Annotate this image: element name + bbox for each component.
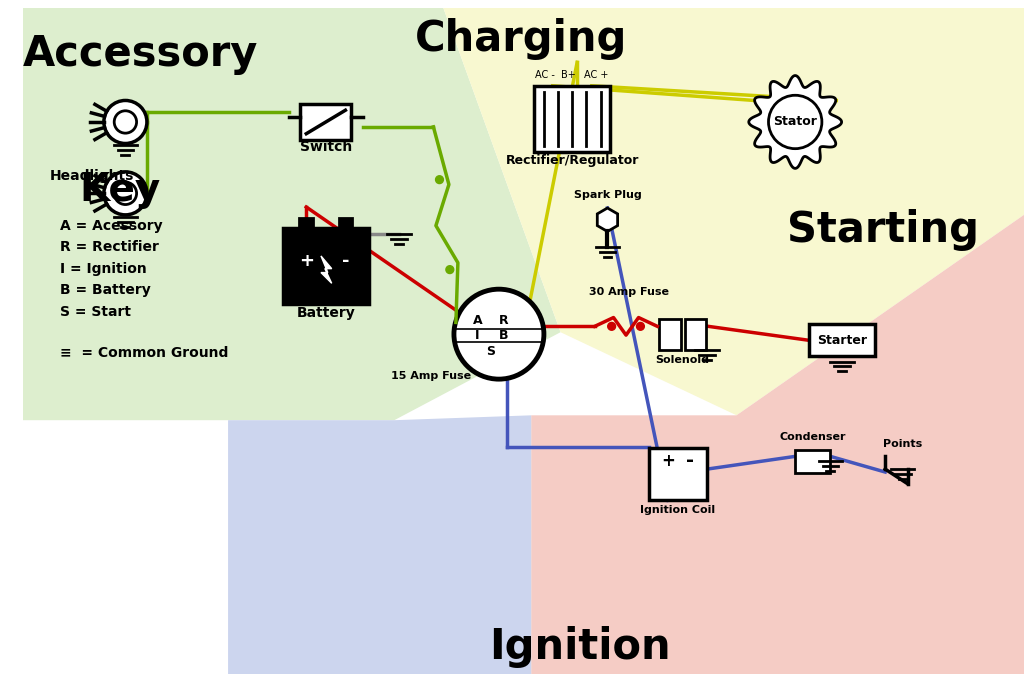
Text: Headlights: Headlights (50, 168, 134, 183)
Text: I: I (475, 329, 479, 342)
Circle shape (435, 176, 443, 183)
Text: AC -: AC - (536, 70, 555, 80)
Text: Rectifier/Regulator: Rectifier/Regulator (506, 154, 639, 167)
Polygon shape (23, 8, 560, 420)
Text: Points: Points (883, 439, 923, 449)
Text: R = Rectifier: R = Rectifier (59, 240, 159, 254)
Circle shape (607, 323, 615, 330)
Polygon shape (443, 8, 1024, 415)
Text: S: S (486, 345, 496, 358)
Text: Starter: Starter (817, 333, 867, 346)
Text: B: B (499, 329, 509, 342)
Circle shape (637, 323, 644, 330)
Text: -: - (342, 252, 349, 270)
Text: S = Start: S = Start (59, 305, 131, 318)
Polygon shape (228, 415, 531, 674)
Circle shape (454, 289, 544, 379)
Text: +: + (299, 252, 313, 270)
Text: Stator: Stator (773, 115, 817, 128)
Text: +: + (662, 452, 675, 470)
Circle shape (768, 95, 822, 149)
Bar (796, 449, 830, 473)
Circle shape (103, 100, 146, 143)
Bar (809, 325, 876, 356)
Text: -: - (686, 451, 693, 470)
Bar (659, 318, 681, 350)
Text: 15 Amp Fuse: 15 Amp Fuse (391, 371, 471, 381)
Text: Charging: Charging (415, 18, 628, 60)
Text: B = Battery: B = Battery (59, 283, 151, 297)
Text: A = Acessory: A = Acessory (59, 218, 163, 233)
Text: ≡  = Common Ground: ≡ = Common Ground (59, 346, 228, 359)
Text: I = Ignition: I = Ignition (59, 262, 146, 276)
Bar (535, 86, 610, 152)
Text: Key: Key (80, 171, 161, 209)
Text: 30 Amp Fuse: 30 Amp Fuse (589, 287, 669, 297)
Text: Ignition: Ignition (489, 626, 671, 668)
Text: R: R (499, 314, 509, 327)
Text: Accessory: Accessory (23, 33, 258, 74)
Text: Battery: Battery (297, 306, 355, 320)
Circle shape (115, 182, 136, 205)
Polygon shape (597, 208, 617, 231)
Polygon shape (749, 76, 842, 168)
Bar (648, 447, 708, 501)
Text: Spark Plug: Spark Plug (573, 190, 641, 201)
Bar (283, 228, 369, 304)
Text: Solenoid: Solenoid (655, 355, 710, 366)
Text: Condenser: Condenser (779, 432, 846, 442)
Bar (299, 218, 313, 228)
Bar (339, 218, 352, 228)
Circle shape (445, 266, 454, 273)
Circle shape (115, 110, 136, 133)
Text: Switch: Switch (300, 140, 352, 154)
Text: AC +: AC + (584, 70, 608, 80)
Polygon shape (531, 215, 1024, 674)
Text: B+: B+ (560, 70, 575, 80)
Circle shape (103, 172, 146, 215)
Text: A: A (473, 314, 482, 327)
Text: Starting: Starting (787, 209, 979, 250)
Text: Ignition Coil: Ignition Coil (640, 505, 716, 515)
Bar (300, 104, 351, 140)
Polygon shape (321, 256, 332, 283)
Bar (685, 318, 707, 350)
